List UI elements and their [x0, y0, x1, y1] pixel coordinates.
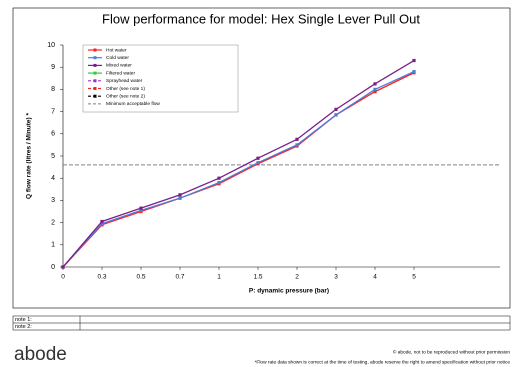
- series-line: [62, 72, 415, 268]
- x-tick-label: 0.5: [136, 274, 145, 281]
- y-tick-label: 8: [51, 86, 55, 93]
- disclaimer: *Flow rate data shown is correct at the …: [255, 359, 511, 365]
- x-tick-label: 2: [295, 274, 299, 281]
- x-axis-label: P: dynamic pressure (bar): [249, 288, 329, 295]
- data-point: [217, 176, 221, 180]
- legend-label: Other (see note 2): [106, 93, 145, 99]
- legend-label: Other (see note 1): [106, 86, 145, 92]
- data-point: [178, 196, 182, 200]
- data-point: [373, 90, 377, 94]
- x-tick-label: 0.7: [175, 274, 184, 281]
- x-tick-label: 0: [61, 274, 65, 281]
- data-point: [295, 143, 299, 147]
- data-point: [100, 219, 104, 224]
- data-point: [295, 137, 299, 141]
- x-tick-label: 1.5: [253, 274, 262, 281]
- y-tick-label: 7: [51, 108, 55, 115]
- y-tick-label: 10: [47, 42, 55, 49]
- y-tick-label: 2: [51, 219, 55, 226]
- data-point: [412, 58, 416, 63]
- y-axis-label: Q flow rate (litres / Minute) *: [26, 113, 33, 199]
- legend-marker: [93, 79, 97, 83]
- data-point: [217, 181, 221, 185]
- y-tick-label: 9: [51, 64, 55, 71]
- legend-marker: [93, 94, 97, 98]
- chart-title: Flow performance for model: Hex Single L…: [102, 11, 420, 26]
- data-point: [178, 193, 182, 197]
- copyright: © abode, not to be reproduced without pr…: [393, 348, 510, 355]
- note-label: note 2:: [15, 324, 32, 330]
- data-point: [256, 156, 260, 160]
- legend-marker: [93, 56, 97, 60]
- legend-label: Cold water: [106, 55, 129, 61]
- legend-label: Hot water: [106, 47, 127, 53]
- legend-marker: [93, 48, 97, 52]
- legend: [82, 44, 239, 113]
- data-point: [373, 82, 377, 86]
- data-point: [373, 87, 377, 91]
- note-label: note 1:: [15, 317, 32, 323]
- data-point: [412, 70, 416, 74]
- data-point: [139, 208, 143, 212]
- legend-label: Minimum acceptable flow: [106, 101, 160, 107]
- y-tick-label: 3: [51, 197, 55, 204]
- y-tick-label: 5: [51, 153, 55, 160]
- legend-label: Sprayhead water: [106, 78, 143, 84]
- plot: 0 1 2 3 4 5 6 7 8 9 10 0 0.3 0.5 0.7 1 1.5 2 3 4 5 Hot water C…: [47, 42, 500, 281]
- y-tick-label: 6: [51, 131, 55, 138]
- x-tick-label: 5: [412, 274, 416, 281]
- legend-marker: [93, 87, 97, 90]
- data-point: [139, 206, 143, 210]
- data-point: [100, 222, 104, 226]
- y-tick-label: 1: [51, 242, 55, 249]
- legend-label: Mixed water: [106, 63, 132, 69]
- data-point: [334, 113, 338, 117]
- y-tick-label: 0: [51, 264, 55, 271]
- legend-marker: [93, 71, 97, 75]
- y-tick-label: 4: [51, 175, 55, 182]
- legend-label: Filtered water: [106, 70, 135, 76]
- data-point: [61, 265, 65, 269]
- data-point: [256, 161, 260, 165]
- x-tick-label: 4: [373, 274, 377, 281]
- series-line: [62, 59, 415, 268]
- series-line: [62, 71, 415, 268]
- x-tick-label: 0.3: [97, 274, 106, 281]
- legend-marker: [93, 63, 97, 67]
- x-tick-label: 3: [334, 274, 338, 281]
- data-point: [334, 107, 338, 111]
- logo: abode: [14, 344, 67, 365]
- x-tick-label: 1: [217, 274, 221, 281]
